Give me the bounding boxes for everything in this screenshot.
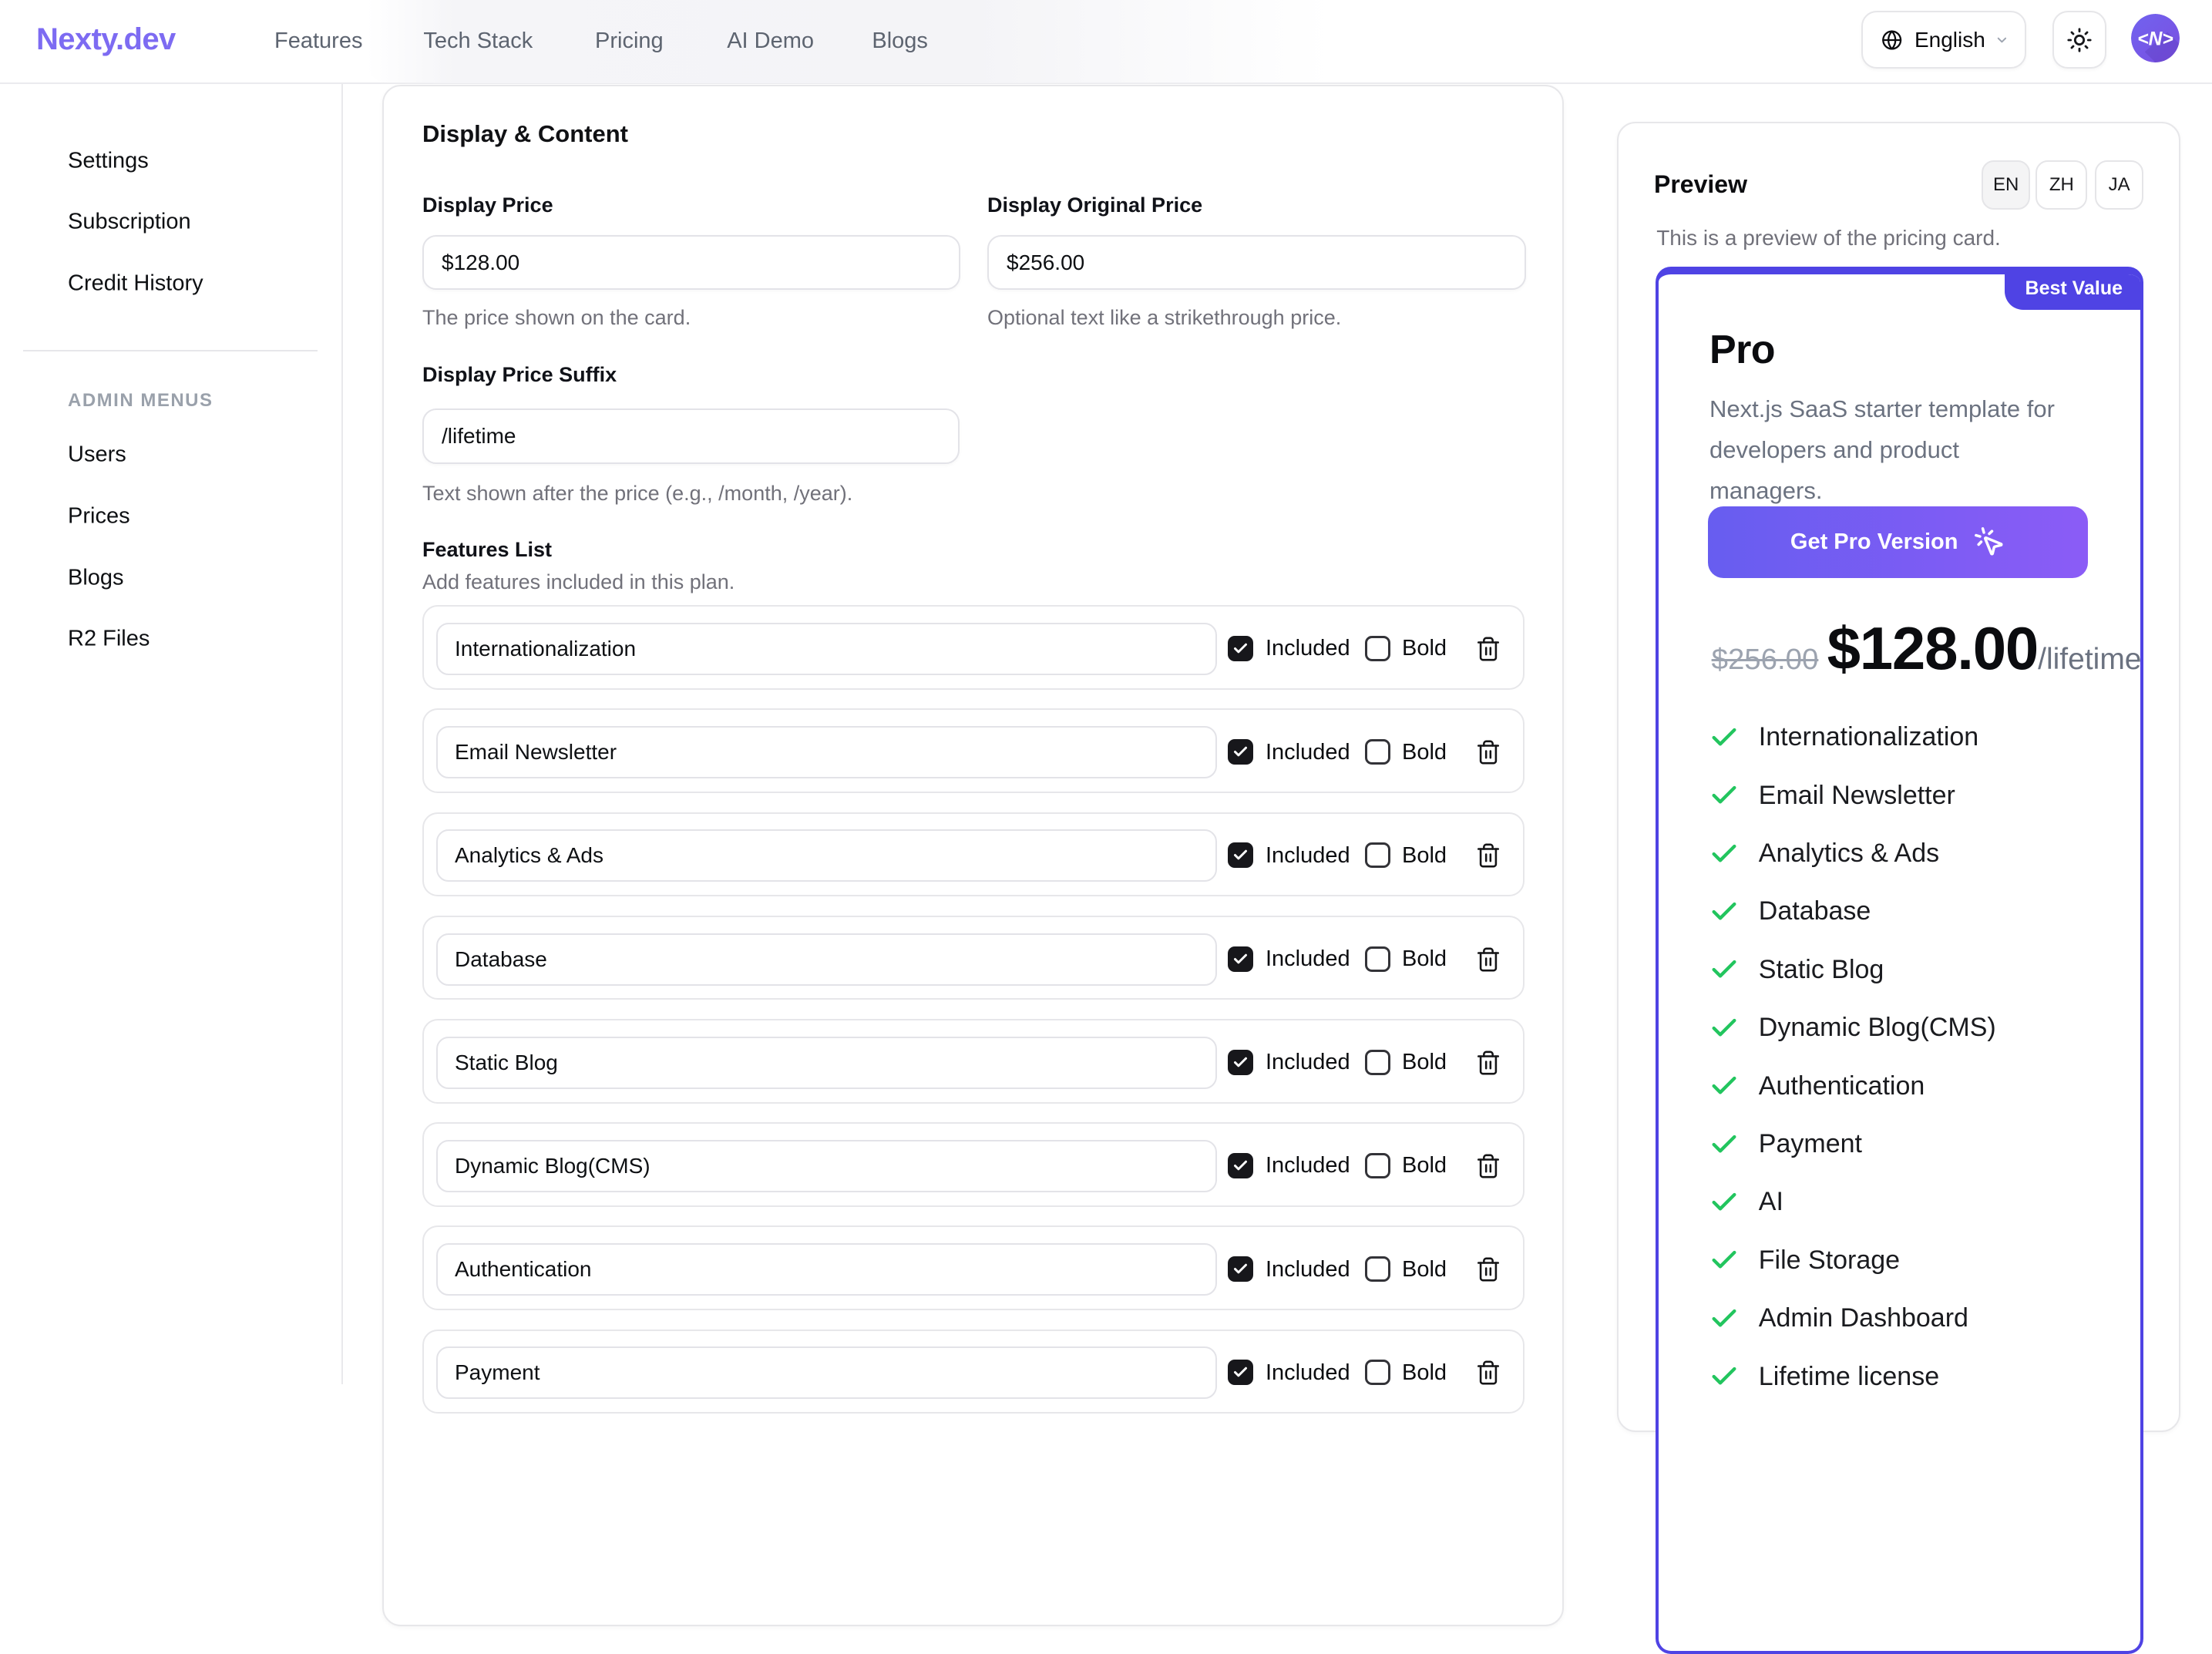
svg-text:<N>: <N>	[2138, 29, 2174, 49]
